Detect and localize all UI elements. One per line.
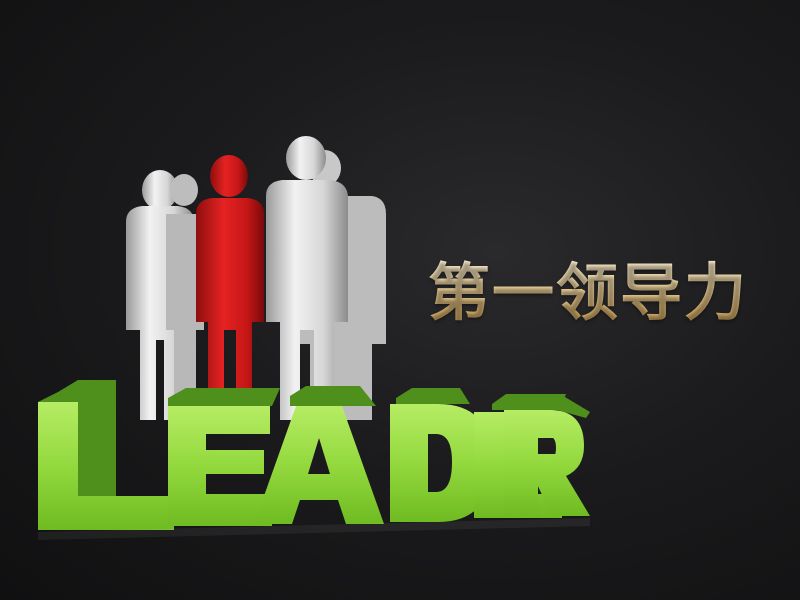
person-figure-white-back bbox=[166, 174, 204, 410]
person-figure-white-right bbox=[266, 136, 348, 420]
leader-3d-word bbox=[38, 380, 590, 530]
page-title: 第一领导力 bbox=[428, 248, 748, 338]
person-figure-red-leader bbox=[196, 155, 264, 404]
base-reflection bbox=[38, 518, 590, 540]
